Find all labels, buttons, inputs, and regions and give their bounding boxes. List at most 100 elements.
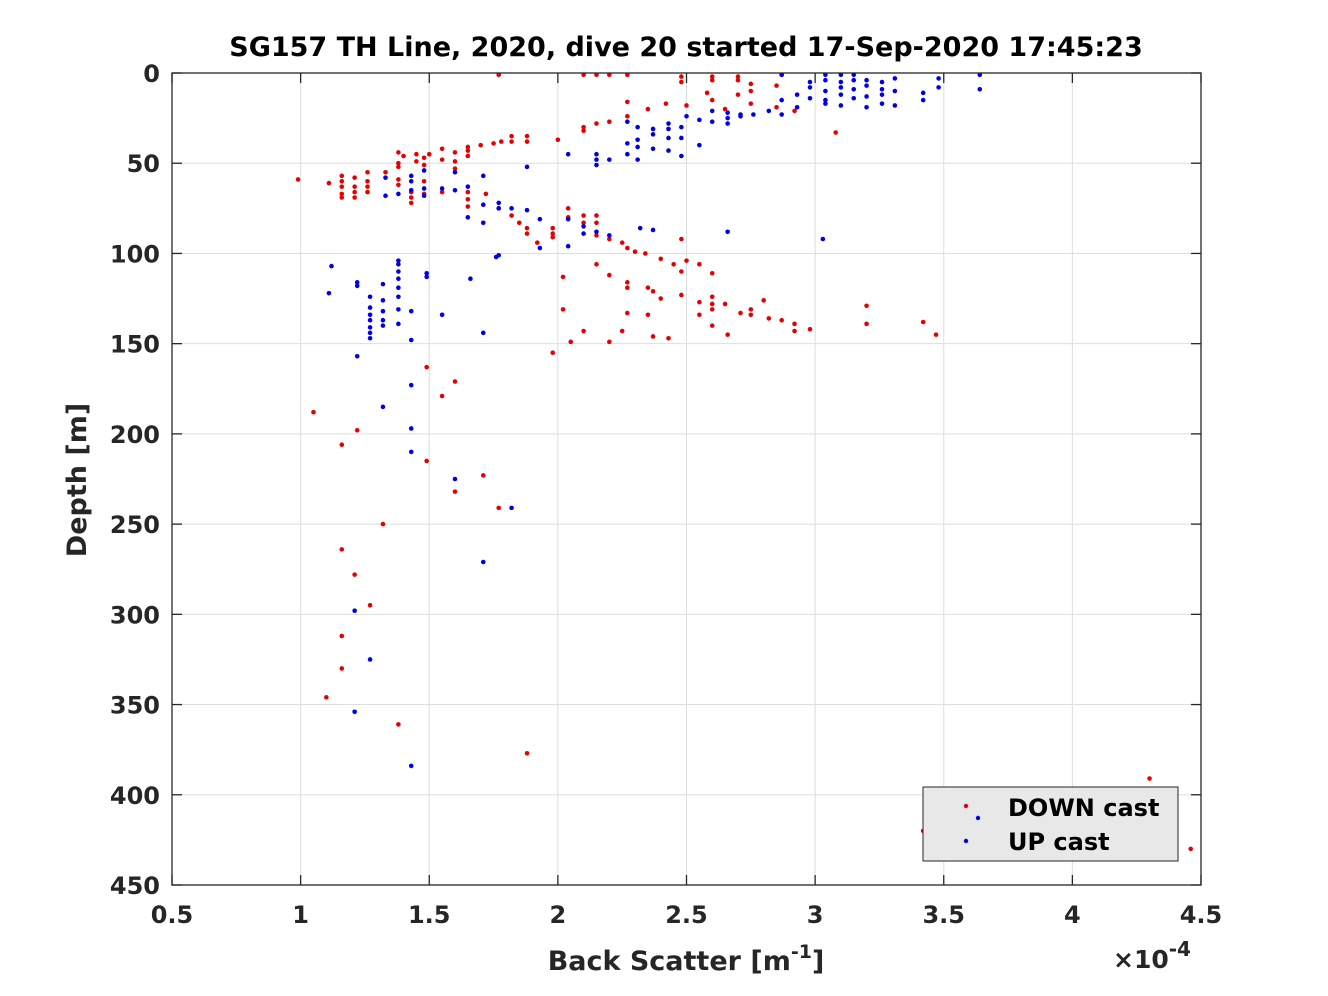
legend-marker-up-cast-offset: [975, 815, 981, 821]
up-cast-point: [892, 103, 898, 108]
up-cast-point: [421, 168, 427, 173]
down-cast-point: [352, 195, 357, 200]
up-cast-point: [439, 312, 445, 318]
down-cast-point: [483, 191, 489, 197]
up-cast-point: [838, 103, 844, 108]
up-cast-point: [421, 186, 427, 191]
down-cast-point: [581, 72, 586, 78]
y-axis-label: Depth [m]: [62, 403, 93, 557]
y-tick-label: 250: [110, 511, 160, 539]
up-cast-point: [380, 317, 386, 323]
up-cast-point: [396, 276, 401, 282]
down-cast-point: [671, 261, 676, 267]
down-cast-point: [439, 393, 445, 399]
down-cast-point: [607, 119, 612, 125]
up-cast-point: [383, 175, 388, 180]
down-cast-point: [498, 139, 504, 144]
up-cast-point: [396, 294, 401, 300]
x-tick-label: 3: [807, 901, 824, 929]
down-cast-point: [465, 189, 471, 195]
up-cast-point: [380, 281, 386, 287]
up-cast-point: [625, 141, 630, 146]
x-tick-label: 2: [550, 901, 567, 929]
up-cast-point: [820, 236, 826, 242]
x-axis-label-superscript: -1: [791, 941, 812, 963]
down-cast-point: [339, 173, 345, 179]
down-cast-point: [766, 316, 772, 321]
series-up-cast: [326, 72, 983, 769]
down-cast-point: [697, 312, 702, 318]
up-cast-point: [666, 148, 671, 153]
down-cast-point: [414, 159, 419, 164]
up-cast-point: [581, 224, 586, 229]
up-cast-point: [594, 151, 599, 157]
legend-marker-down-cast: [963, 803, 969, 809]
down-cast-point: [722, 301, 728, 307]
down-cast-point: [311, 409, 316, 415]
legend-box: [922, 786, 1179, 862]
down-cast-point: [550, 350, 556, 355]
up-cast-point: [408, 308, 414, 314]
up-cast-point: [766, 108, 772, 114]
down-cast-point: [761, 298, 766, 303]
down-cast-point: [581, 328, 586, 334]
down-cast-point: [594, 261, 599, 267]
up-cast-point: [352, 608, 357, 614]
legend: DOWN cast UP cast: [922, 786, 1179, 862]
legend-label-up-cast: UP cast: [1008, 828, 1110, 856]
down-cast-point: [326, 180, 332, 186]
down-cast-point: [748, 88, 754, 94]
down-cast-point: [679, 79, 684, 85]
down-cast-point: [679, 292, 684, 298]
up-cast-point: [367, 657, 373, 662]
down-cast-point: [424, 458, 429, 464]
up-cast-point: [635, 124, 640, 130]
up-cast-point: [565, 243, 571, 249]
down-cast-point: [709, 301, 715, 307]
down-cast-point: [864, 303, 869, 309]
series-down-cast: [295, 72, 1194, 852]
up-cast-point: [807, 85, 813, 90]
down-cast-point: [424, 364, 429, 370]
down-cast-point: [607, 236, 612, 242]
up-cast-point: [524, 164, 530, 170]
up-cast-point: [367, 294, 373, 300]
down-cast-point: [735, 77, 741, 83]
up-cast-point: [354, 280, 360, 285]
down-cast-point: [339, 442, 345, 448]
legend-marker-up-cast: [963, 838, 969, 844]
up-cast-point: [920, 97, 926, 103]
down-cast-point: [401, 153, 406, 159]
down-cast-point: [516, 220, 522, 226]
down-cast-point: [452, 379, 458, 384]
down-cast-point: [735, 92, 741, 97]
up-cast-point: [367, 305, 373, 310]
up-cast-point: [892, 88, 898, 94]
down-cast-point: [339, 195, 345, 200]
up-cast-point: [666, 121, 671, 126]
y-tick-label: 450: [110, 872, 160, 900]
up-cast-point: [725, 110, 730, 115]
up-cast-point: [725, 229, 730, 235]
down-cast-point: [352, 572, 357, 577]
down-cast-point: [625, 99, 630, 105]
down-cast-point: [709, 97, 715, 103]
down-cast-point: [679, 236, 684, 242]
down-cast-point: [722, 106, 728, 112]
up-cast-point: [697, 142, 702, 148]
down-cast-point: [509, 133, 514, 139]
down-cast-point: [748, 307, 754, 312]
down-cast-point: [625, 310, 630, 316]
up-cast-point: [524, 207, 530, 213]
chart-title: SG157 TH Line, 2020, dive 20 started 17-…: [229, 32, 1143, 63]
y-tick-label: 400: [110, 782, 160, 810]
down-cast-point: [568, 339, 574, 345]
down-cast-point: [619, 240, 625, 245]
up-cast-point: [439, 186, 445, 191]
up-cast-point: [421, 193, 427, 199]
up-cast-point: [823, 77, 828, 83]
y-tick-label: 150: [110, 331, 160, 359]
down-cast-point: [524, 139, 530, 144]
up-cast-point: [367, 325, 373, 330]
